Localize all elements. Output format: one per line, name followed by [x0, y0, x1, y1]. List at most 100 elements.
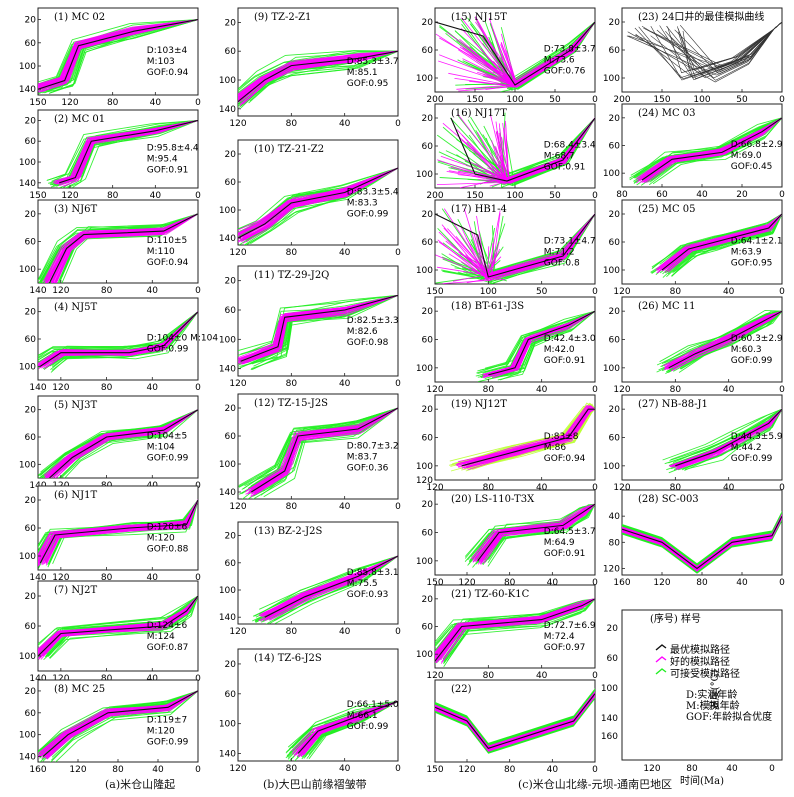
y-tick-label: 20: [225, 404, 237, 414]
x-tick-label: 120: [426, 385, 443, 395]
x-tick-label: 120: [69, 765, 86, 775]
y-tick-label: 60: [422, 238, 434, 248]
x-tick-label: 60: [656, 190, 668, 200]
good-path: [38, 19, 198, 92]
best-path: [435, 693, 595, 749]
ticks: 20 60 100 140 120 80 40 0: [19, 592, 201, 684]
legend-x-tick: 40: [726, 764, 738, 774]
panel-title: (23) 24口井的最佳模拟曲线: [638, 10, 764, 23]
good-path: [238, 167, 398, 231]
x-tick-label: 0: [779, 578, 785, 588]
y-tick-label: 60: [225, 47, 237, 57]
y-tick-label: 100: [19, 460, 36, 470]
x-tick-label: 50: [549, 95, 561, 105]
acceptable-path: [49, 595, 198, 659]
good-path: [438, 213, 595, 279]
y-tick-label: 20: [422, 114, 434, 124]
best-path: [264, 555, 398, 618]
good-path: [55, 213, 198, 283]
x-tick-label: 150: [29, 191, 46, 201]
y-tick-label: 20: [225, 277, 237, 287]
x-tick-label: 150: [426, 765, 443, 775]
panel-title: (14) TZ-6-J2S: [254, 653, 322, 664]
y-tick-label: 100: [603, 169, 620, 179]
x-tick-label: 0: [592, 671, 598, 681]
x-tick-label: 0: [395, 627, 401, 637]
panel-stat: GOF:0.99: [147, 738, 189, 748]
y-tick-label: 140: [19, 753, 36, 763]
panel-stat: M:83.3: [347, 199, 378, 209]
best-path: [39, 311, 198, 367]
acceptable-path: [244, 407, 398, 487]
panel-25: 20 60 100 120 80 40 0 (25) MC 05 D:64.1±2.1M:63.…: [603, 199, 785, 297]
best-path: [42, 690, 198, 757]
x-tick-label: 40: [547, 578, 559, 588]
paths-area: [38, 499, 198, 570]
x-tick-label: 20: [736, 190, 748, 200]
good-path: [459, 21, 595, 82]
x-tick-label: 40: [723, 287, 735, 297]
panel-stat: GOF:0.95: [731, 259, 773, 269]
y-tick-label: 60: [225, 432, 237, 442]
x-tick-label: 0: [592, 287, 598, 297]
acceptable-path: [269, 555, 398, 624]
x-tick-label: 80: [101, 674, 113, 684]
x-tick-label: 0: [195, 98, 201, 108]
y-tick-label: 100: [19, 652, 36, 662]
y-tick-label: 100: [19, 158, 36, 168]
panel-title: (5) NJ3T: [54, 400, 97, 411]
legend-y-tick: 100: [601, 684, 618, 694]
panel-stat: M:82.6: [347, 327, 378, 337]
panel-title: (22): [451, 684, 472, 695]
panel-12: 20 60 100 140 120 80 40 0 (12) TZ-15-J2S D:80.7±3…: [219, 393, 401, 512]
x-tick-label: 80: [616, 190, 628, 200]
acceptable-path: [649, 117, 782, 183]
x-tick-label: 40: [536, 483, 548, 493]
panel-stat: M:124: [147, 632, 175, 642]
panel-stat: M:95.4: [147, 155, 178, 165]
panel-title: (6) NJ1T: [54, 490, 97, 501]
x-tick-label: 50: [536, 287, 548, 297]
good-path: [38, 499, 198, 557]
acceptable-path: [46, 595, 198, 657]
x-tick-label: 40: [147, 674, 159, 684]
x-tick-label: 150: [426, 578, 443, 588]
panel-title: (7) NJ2T: [54, 585, 97, 596]
panel-stat: D:82.5±3.3: [347, 316, 399, 326]
best-path: [450, 117, 595, 182]
y-tick-label: 100: [416, 364, 433, 374]
panel-15: 20 60 100 200 150 100 50 0 (15) NJ15T D:73.8±3.7M…: [416, 7, 598, 105]
best-path: [251, 407, 398, 493]
panel-stat: M:64.9: [544, 538, 575, 548]
x-tick-label: 0: [395, 502, 401, 512]
legend-x-tick: 120: [643, 764, 660, 774]
ticks: 20 60 100 200 150 100 50 0: [603, 18, 785, 105]
acceptable-path: [38, 213, 198, 281]
y-tick-label: 20: [422, 595, 434, 605]
x-tick-label: 120: [613, 287, 630, 297]
panel-title: (15) NJ15T: [451, 12, 507, 23]
paths-area: [38, 690, 198, 762]
y-tick-label: 100: [219, 586, 236, 596]
y-tick-label: 100: [416, 74, 433, 84]
x-tick-label: 80: [286, 502, 298, 512]
paths-area: [650, 213, 782, 278]
acceptable-path: [239, 50, 398, 108]
ticks: 20 60 100 140 150 120 80 40 0: [19, 116, 201, 201]
panel-stat: M:63.9: [731, 248, 762, 258]
good-path: [238, 50, 398, 102]
x-tick-label: 80: [101, 286, 113, 296]
ticks: 20 60 100 120 80 40 0: [603, 210, 785, 297]
y-tick-label: 20: [25, 592, 37, 602]
good-path: [250, 407, 398, 498]
ticks: 20 60 100 120 80 40 0: [416, 307, 598, 395]
x-tick-label: 80: [696, 578, 708, 588]
good-path: [495, 117, 595, 182]
x-tick-label: 80: [286, 248, 298, 258]
x-tick-label: 100: [693, 95, 710, 105]
panel-title: (18) BT-61-J3S: [451, 301, 524, 312]
y-tick-label: 100: [219, 206, 236, 216]
acceptable-path: [64, 409, 198, 478]
x-tick-label: 100: [506, 95, 523, 105]
x-tick-label: 150: [653, 95, 670, 105]
